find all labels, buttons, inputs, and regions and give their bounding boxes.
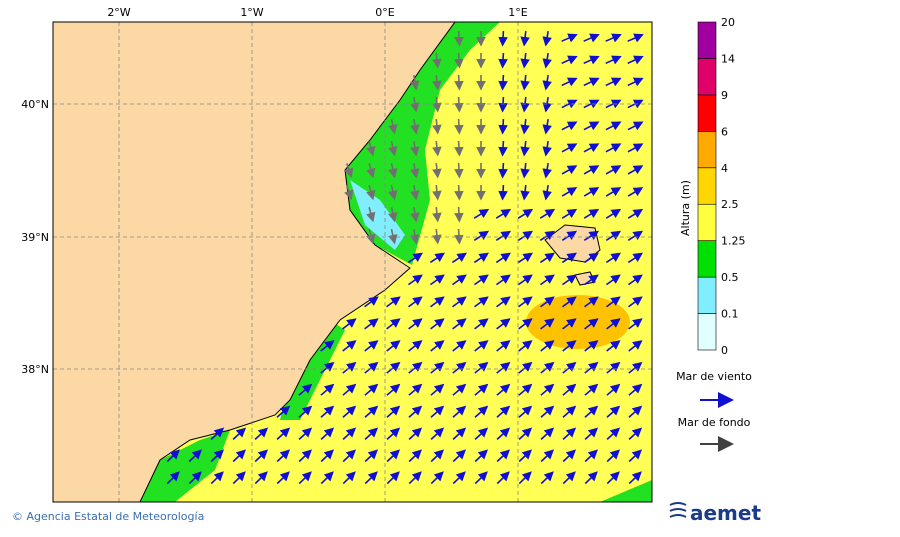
logo-icon <box>670 503 686 517</box>
wave-arrow <box>503 185 504 199</box>
wave-arrow <box>503 31 504 45</box>
wave-arrow <box>503 119 504 133</box>
colorbar-cell <box>698 314 716 350</box>
legend-wind: Mar de viento <box>676 370 752 383</box>
colorbar-cell <box>698 277 716 313</box>
lon-label: 1°W <box>240 6 263 19</box>
wave-arrow <box>459 141 460 155</box>
wave-arrow <box>459 163 460 177</box>
colorbar-cell <box>698 131 716 167</box>
colorbar-label: 2.5 <box>721 198 739 211</box>
colorbar-label: 6 <box>721 125 728 138</box>
lat-label: 40°N <box>21 98 49 111</box>
wave-arrow <box>459 207 460 221</box>
credit: © Agencia Estatal de Meteorología <box>12 510 204 523</box>
lon-label: 0°E <box>375 6 394 19</box>
colorbar-label: 4 <box>721 162 728 175</box>
colorbar-label: 1.25 <box>721 235 746 248</box>
wave-arrow <box>459 53 460 67</box>
wave-arrow <box>459 229 460 243</box>
colorbar-cell <box>698 168 716 204</box>
wave-arrow <box>459 75 460 89</box>
colorbar-label: 20 <box>721 16 735 29</box>
colorbar-cell <box>698 241 716 277</box>
colorbar-cell <box>698 95 716 131</box>
logo: aemet <box>690 501 761 525</box>
colorbar-label: 14 <box>721 52 735 65</box>
colorbar-label: 0.1 <box>721 308 739 321</box>
map-area <box>53 22 652 502</box>
colorbar-cell <box>698 58 716 94</box>
wave-arrow <box>459 119 460 133</box>
wave-arrow <box>503 141 504 155</box>
colorbar-label: 0 <box>721 344 728 357</box>
lon-label: 1°E <box>508 6 527 19</box>
lon-label: 2°W <box>107 6 130 19</box>
lat-label: 39°N <box>21 231 49 244</box>
lat-label: 38°N <box>21 363 49 376</box>
wave-arrow <box>503 53 504 67</box>
colorbar-cell <box>698 22 716 58</box>
colorbar-label: 0.5 <box>721 271 739 284</box>
colorbar-label: 9 <box>721 89 728 102</box>
wave-arrow <box>459 185 460 199</box>
wave-arrow <box>503 163 504 177</box>
wave-arrow <box>503 75 504 89</box>
wave-arrow <box>459 31 460 45</box>
colorbar-title: Altura (m) <box>679 180 692 236</box>
legend-swell: Mar de fondo <box>678 416 751 429</box>
colorbar-cell <box>698 204 716 240</box>
